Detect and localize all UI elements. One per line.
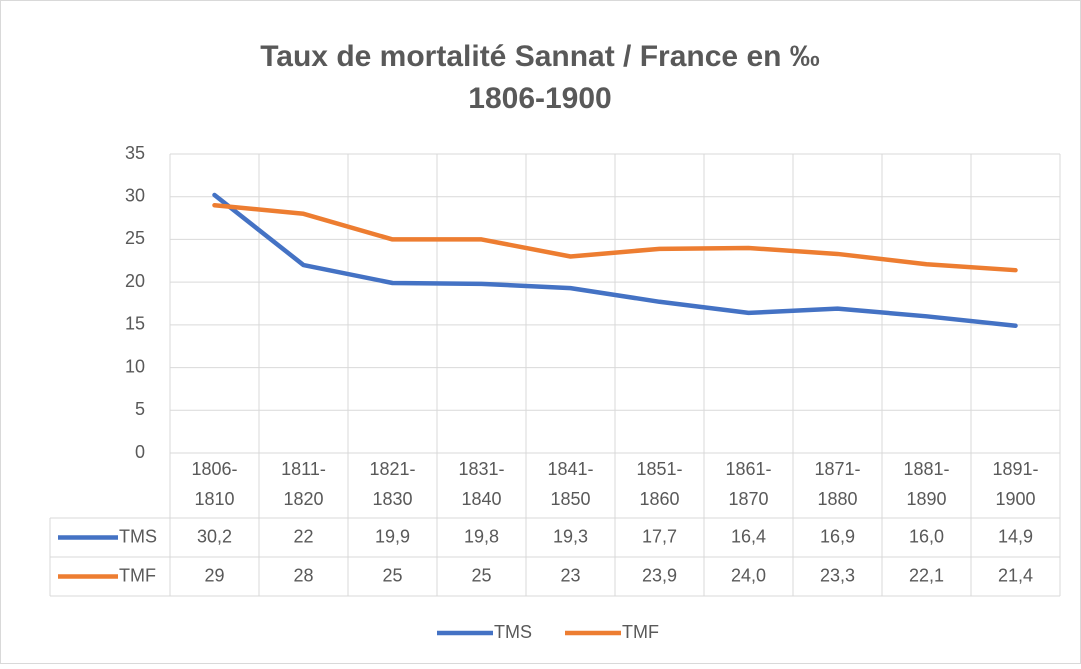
x-tick-label: 1871-1880: [814, 459, 860, 509]
y-tick-label: 30: [125, 185, 145, 205]
y-tick-label: 15: [125, 314, 145, 334]
table-cell: 19,3: [553, 526, 588, 546]
table-cell: 17,7: [642, 526, 677, 546]
table-cell: 25: [382, 565, 402, 585]
table-cell: 23,3: [820, 565, 855, 585]
legend-label: TMF: [622, 622, 659, 642]
y-tick-label: 35: [125, 143, 145, 163]
table-cell: 25: [471, 565, 491, 585]
x-tick-label: 1841-1850: [547, 459, 593, 509]
x-tick-label: 1806-1810: [191, 459, 237, 509]
table-cell: 23,9: [642, 565, 677, 585]
y-tick-label: 0: [135, 442, 145, 462]
table-cell: 16,9: [820, 526, 855, 546]
x-tick-label: 1891-1900: [992, 459, 1038, 509]
table-cell: 16,0: [909, 526, 944, 546]
x-tick-label: 1861-1870: [725, 459, 771, 509]
legend-label: TMS: [494, 622, 532, 642]
table-cell: 19,9: [375, 526, 410, 546]
table-cell: 24,0: [731, 565, 766, 585]
chart-subtitle: 1806-1900: [468, 82, 611, 115]
y-tick-label: 5: [135, 399, 145, 419]
table-cell: 16,4: [731, 526, 766, 546]
y-tick-label: 10: [125, 356, 145, 376]
table-cell: 21,4: [998, 565, 1033, 585]
x-tick-label: 1881-1890: [903, 459, 949, 509]
table-cell: 29: [204, 565, 224, 585]
y-tick-label: 20: [125, 271, 145, 291]
y-tick-label: 25: [125, 228, 145, 248]
table-row-label: TMF: [119, 565, 156, 585]
series-line: [212, 203, 1018, 273]
table-cell: 28: [293, 565, 313, 585]
table-cell: 14,9: [998, 526, 1033, 546]
x-tick-label: 1831-1840: [458, 459, 504, 509]
table-row-label: TMS: [119, 526, 157, 546]
x-tick-label: 1821-1830: [369, 459, 415, 509]
table-cell: 22: [293, 526, 313, 546]
table-cell: 19,8: [464, 526, 499, 546]
table-cell: 30,2: [197, 526, 232, 546]
table-cell: 23: [560, 565, 580, 585]
series-line: [212, 192, 1018, 328]
x-tick-label: 1811-1820: [281, 459, 326, 509]
x-tick-label: 1851-1860: [636, 459, 682, 509]
table-cell: 22,1: [909, 565, 944, 585]
chart-title: Taux de mortalité Sannat / France en ‰: [260, 40, 820, 73]
